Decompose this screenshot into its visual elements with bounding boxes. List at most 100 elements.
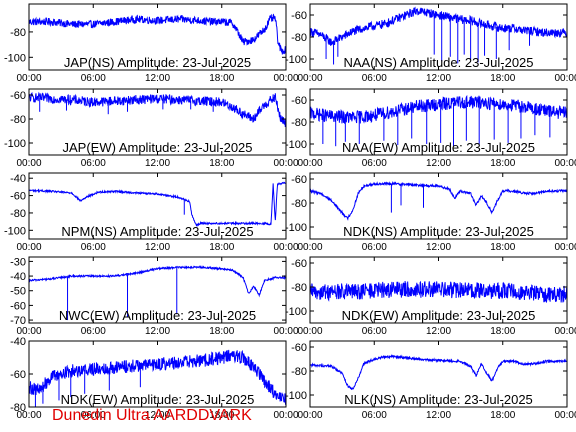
y-tick-label: -40 xyxy=(10,336,26,348)
x-tick-label: 12:00 xyxy=(145,158,170,169)
y-tick-label: -100 xyxy=(4,225,26,237)
panel-title: NDK(EW) Amplitude: 23-Jul-2025 xyxy=(342,308,536,323)
x-tick-label: 00:00 xyxy=(16,410,41,421)
panel-title: JAP(NS) Amplitude: 23-Jul-2025 xyxy=(64,55,251,70)
x-tick-label: 18:00 xyxy=(490,242,515,253)
x-tick-label: 00:00 xyxy=(273,326,298,337)
y-tick-label: -80 xyxy=(10,114,26,126)
y-tick-label: -80 xyxy=(291,32,307,44)
y-tick-label: -60 xyxy=(10,300,26,312)
x-tick-label: 00:00 xyxy=(554,73,576,84)
y-tick-label: -100 xyxy=(285,306,307,318)
x-tick-label: 00:00 xyxy=(273,158,298,169)
x-tick-label: 18:00 xyxy=(209,242,234,253)
y-tick-label: -60 xyxy=(10,90,26,102)
panel-4: -60 -80 -100 00:00 06:00 12:00 18:00 00:00 NAA(E… xyxy=(285,88,576,169)
y-tick-label: -40 xyxy=(10,173,26,185)
x-tick-label: 18:00 xyxy=(209,326,234,337)
series-line xyxy=(29,13,286,55)
y-tick-label: -30 xyxy=(10,256,26,268)
series-line xyxy=(29,349,286,405)
x-tick-label: 06:00 xyxy=(81,326,106,337)
panel-title: NAA(EW) Amplitude: 23-Jul-2025 xyxy=(342,140,535,155)
y-tick-label: -60 xyxy=(10,191,26,203)
x-tick-label: 00:00 xyxy=(554,410,576,421)
y-tick-label: -60 xyxy=(291,174,307,186)
panel-title: NDK(NS) Amplitude: 23-Jul-2025 xyxy=(343,224,534,239)
panel-title: NDK(EW) Amplitude: 23-Jul-2025 xyxy=(61,392,255,407)
series-line xyxy=(29,181,286,227)
y-tick-label: -80 xyxy=(10,208,26,220)
x-tick-label: 00:00 xyxy=(554,326,576,337)
x-tick-label: 06:00 xyxy=(362,242,387,253)
x-tick-label: 12:00 xyxy=(145,242,170,253)
y-tick-label: -80 xyxy=(10,402,26,414)
x-tick-label: 12:00 xyxy=(145,410,170,421)
x-tick-label: 06:00 xyxy=(81,158,106,169)
x-tick-label: 18:00 xyxy=(490,326,515,337)
x-tick-label: 00:00 xyxy=(273,73,298,84)
y-tick-label: -80 xyxy=(291,198,307,210)
y-tick-label: -60 xyxy=(291,95,307,107)
x-tick-label: 00:00 xyxy=(16,73,41,84)
x-tick-label: 06:00 xyxy=(81,73,106,84)
panel-1: -80 -100 00:00 06:00 12:00 18:00 00:00 JAP(NS) … xyxy=(4,3,299,84)
x-tick-label: 06:00 xyxy=(362,410,387,421)
y-tick-label: -100 xyxy=(285,222,307,234)
x-tick-label: 18:00 xyxy=(490,158,515,169)
x-tick-label: 06:00 xyxy=(81,242,106,253)
series-line xyxy=(310,353,567,391)
x-tick-label: 00:00 xyxy=(16,326,41,337)
y-tick-label: -100 xyxy=(285,54,307,66)
panel-title: NLK(NS) Amplitude: 23-Jul-2025 xyxy=(344,392,533,407)
x-tick-label: 18:00 xyxy=(490,410,515,421)
x-tick-label: 00:00 xyxy=(297,158,322,169)
x-tick-label: 00:00 xyxy=(554,158,576,169)
x-tick-label: 12:00 xyxy=(145,73,170,84)
series-line xyxy=(310,94,567,124)
panel-3: -60 -80 -100 00:00 06:00 12:00 18:00 00:00 JAP(E… xyxy=(4,88,299,169)
y-tick-label: -100 xyxy=(285,139,307,151)
series-line xyxy=(29,91,286,128)
x-tick-label: 12:00 xyxy=(426,158,451,169)
panel-10: -60 -80 -100 00:00 06:00 12:00 18:00 00:00 NLK(N… xyxy=(285,340,576,421)
x-tick-label: 00:00 xyxy=(554,242,576,253)
y-tick-label: -100 xyxy=(4,138,26,150)
series-line xyxy=(310,280,567,303)
series-line xyxy=(29,265,286,298)
y-tick-label: -50 xyxy=(10,286,26,298)
x-tick-label: 18:00 xyxy=(209,158,234,169)
y-tick-label: -100 xyxy=(4,52,26,64)
x-tick-label: 00:00 xyxy=(297,242,322,253)
footer-credit: Dunedin Ultra AARDDVARK xyxy=(52,407,252,424)
x-tick-label: 00:00 xyxy=(273,410,298,421)
x-tick-label: 00:00 xyxy=(297,73,322,84)
x-tick-label: 18:00 xyxy=(209,410,234,421)
x-tick-label: 12:00 xyxy=(426,242,451,253)
panel-8: -60 -80 -100 00:00 06:00 12:00 18:00 00:00 NDK(E… xyxy=(285,256,576,337)
x-tick-label: 18:00 xyxy=(490,73,515,84)
series-line xyxy=(310,6,567,46)
x-tick-label: 00:00 xyxy=(273,242,298,253)
series-line xyxy=(310,180,567,221)
x-tick-label: 00:00 xyxy=(297,326,322,337)
y-tick-label: -70 xyxy=(10,315,26,327)
x-tick-label: 12:00 xyxy=(426,73,451,84)
y-tick-label: -60 xyxy=(291,10,307,22)
y-tick-label: -60 xyxy=(10,369,26,381)
x-tick-label: 00:00 xyxy=(16,158,41,169)
x-tick-label: 18:00 xyxy=(209,73,234,84)
panel-2: -60 -80 -100 00:00 06:00 12:00 18:00 00:00 NAA(N… xyxy=(285,3,576,84)
y-tick-label: -80 xyxy=(10,27,26,39)
x-tick-label: 12:00 xyxy=(145,326,170,337)
x-tick-label: 00:00 xyxy=(297,410,322,421)
panel-title: NPM(NS) Amplitude: 23-Jul-2025 xyxy=(61,224,253,239)
y-tick-label: -80 xyxy=(291,366,307,378)
y-tick-label: -60 xyxy=(291,342,307,354)
x-tick-label: 12:00 xyxy=(426,410,451,421)
x-tick-label: 06:00 xyxy=(362,326,387,337)
y-tick-label: -100 xyxy=(285,390,307,402)
x-tick-label: 06:00 xyxy=(362,73,387,84)
x-tick-label: 06:00 xyxy=(362,158,387,169)
